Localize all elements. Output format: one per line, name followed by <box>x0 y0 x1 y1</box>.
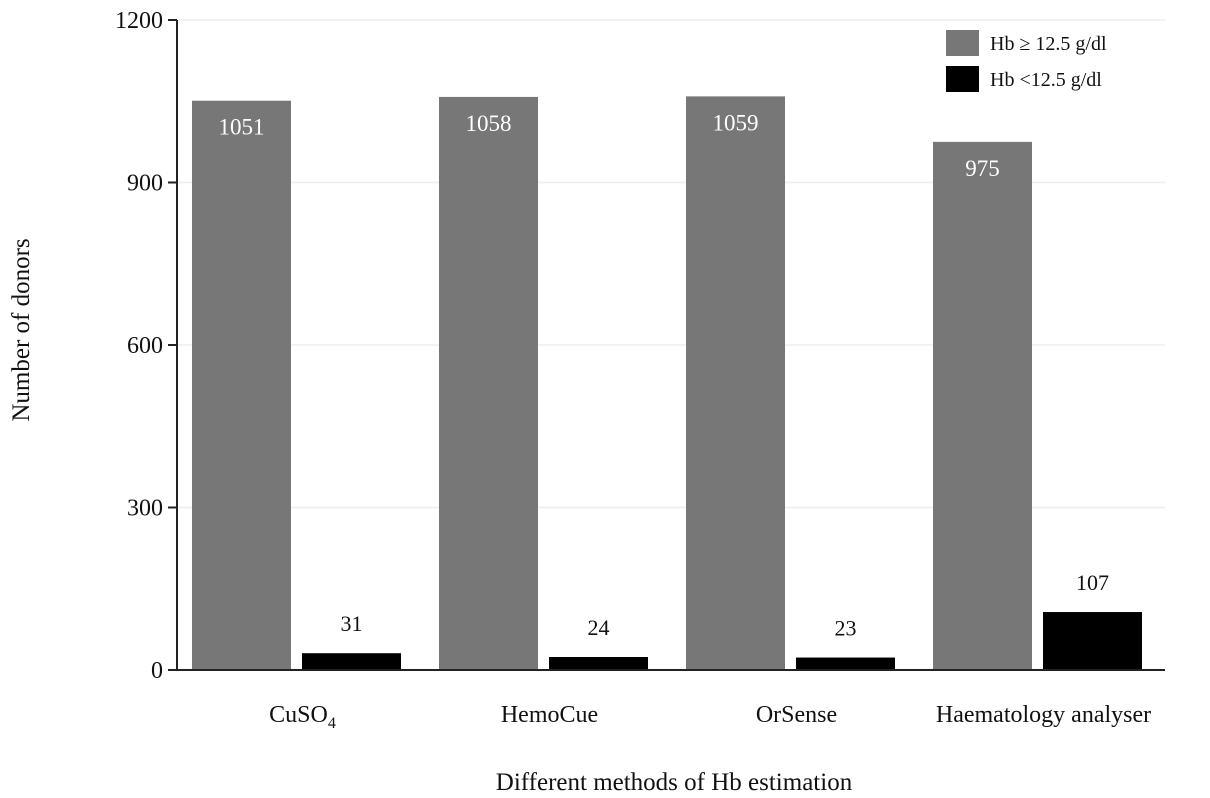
y-tick-label: 0 <box>151 658 163 684</box>
legend: Hb ≥ 12.5 g/dl Hb <12.5 g/dl <box>946 30 1107 92</box>
y-tick-label: 600 <box>127 333 163 359</box>
y-tick-label: 1200 <box>115 8 163 34</box>
bar-hb-low-1 <box>549 657 648 670</box>
x-category-label-main: OrSense <box>756 702 837 728</box>
value-label: 23 <box>835 616 857 641</box>
y-ticks: 0 300 600 900 1200 <box>115 8 177 684</box>
bars <box>192 96 1142 671</box>
bar-hb-high-2 <box>686 96 785 670</box>
legend-swatch <box>946 66 979 92</box>
y-tick-label: 300 <box>127 496 163 522</box>
value-label: 975 <box>965 156 1000 181</box>
x-category-label-main: CuSO <box>269 702 328 728</box>
x-category-label-main: HemoCue <box>501 702 598 728</box>
value-label: 1059 <box>713 110 759 135</box>
x-category-label: HemoCue <box>501 702 598 728</box>
bar-hb-low-2 <box>796 657 895 670</box>
value-label: 31 <box>341 611 363 636</box>
y-tick-label: 900 <box>127 171 163 197</box>
x-category-labels: CuSO4 HemoCue OrSense Haematology analyser <box>269 702 1151 732</box>
legend-label: Hb <12.5 g/dl <box>990 69 1102 91</box>
legend-label: Hb ≥ 12.5 g/dl <box>990 33 1107 55</box>
value-label: 1058 <box>466 111 512 136</box>
legend-swatch <box>946 30 979 56</box>
value-label: 1051 <box>219 115 265 140</box>
x-category-label-sub: 4 <box>328 715 336 732</box>
value-label: 107 <box>1076 570 1109 595</box>
x-category-label: CuSO4 <box>269 702 336 732</box>
value-labels: 1051 31 1058 24 1059 23 975 107 <box>219 110 1110 640</box>
value-label: 24 <box>588 615 610 640</box>
x-axis-title: Different methods of Hb estimation <box>496 769 853 796</box>
bar-hb-low-0 <box>302 653 401 670</box>
bar-hb-low-3 <box>1043 612 1142 670</box>
bar-hb-high-1 <box>439 96 538 670</box>
x-category-label: OrSense <box>756 702 837 728</box>
bar-hb-high-0 <box>192 100 291 671</box>
y-axis-title: Number of donors <box>8 238 35 421</box>
bar-hb-high-3 <box>933 141 1032 670</box>
x-category-label-main: Haematology analyser <box>936 702 1151 728</box>
x-category-label: Haematology analyser <box>936 702 1151 728</box>
